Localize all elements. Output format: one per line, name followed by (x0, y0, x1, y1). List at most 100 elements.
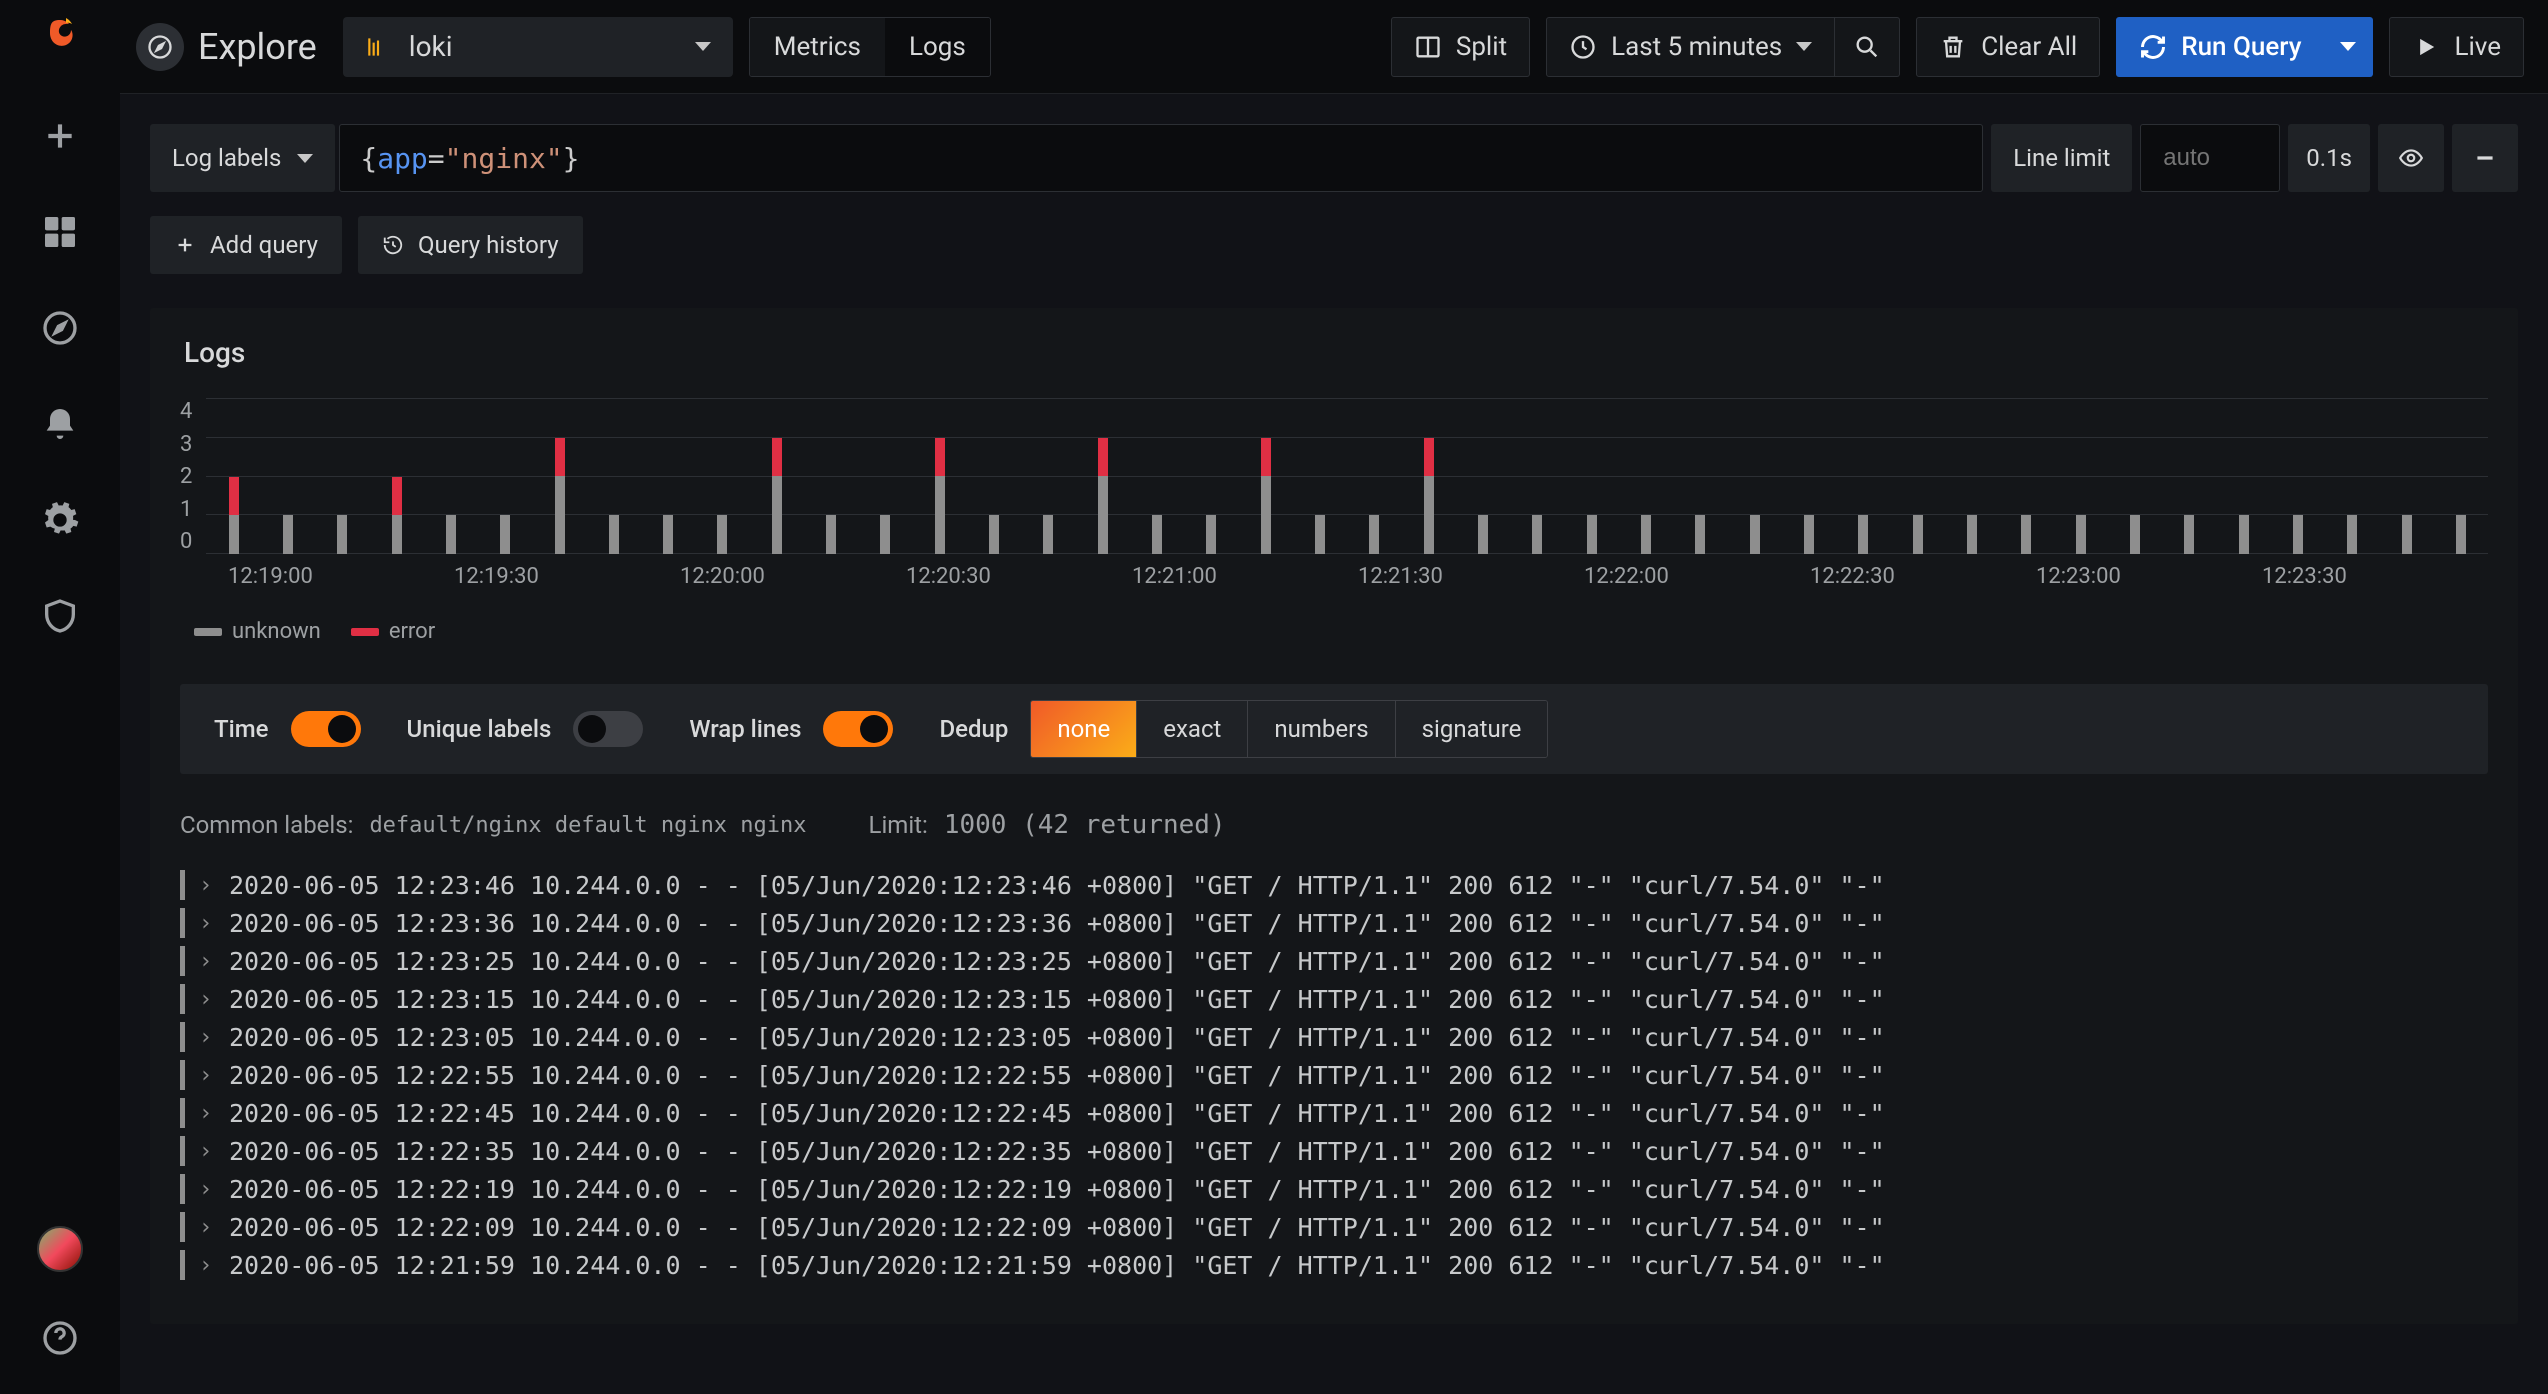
split-button[interactable]: Split (1391, 17, 1530, 77)
line-limit-input[interactable] (2140, 124, 2280, 192)
datasource-picker[interactable]: loki (343, 17, 733, 77)
bar[interactable] (1945, 399, 1999, 554)
log-row[interactable]: ›2020-06-05 12:22:09 10.244.0.0 - - [05/… (180, 1208, 2488, 1246)
log-row[interactable]: ›2020-06-05 12:22:55 10.244.0.0 - - [05/… (180, 1056, 2488, 1094)
help-icon[interactable] (34, 1312, 86, 1364)
bar[interactable] (1510, 399, 1564, 554)
admin-shield-icon[interactable] (34, 590, 86, 642)
bar[interactable] (1673, 399, 1727, 554)
bar[interactable] (804, 399, 858, 554)
expand-chevron-icon[interactable]: › (199, 1025, 215, 1050)
bar[interactable] (695, 399, 749, 554)
log-row[interactable]: ›2020-06-05 12:22:45 10.244.0.0 - - [05/… (180, 1094, 2488, 1132)
bar[interactable] (2108, 399, 2162, 554)
bar[interactable] (2162, 399, 2216, 554)
bar[interactable] (206, 399, 260, 554)
expand-chevron-icon[interactable]: › (199, 949, 215, 974)
bar[interactable] (369, 399, 423, 554)
log-row[interactable]: ›2020-06-05 12:23:36 10.244.0.0 - - [05/… (180, 904, 2488, 942)
chart-plot[interactable] (206, 399, 2488, 554)
bar[interactable] (532, 399, 586, 554)
explore-icon[interactable] (34, 302, 86, 354)
bar[interactable] (1891, 399, 1945, 554)
bar[interactable] (1402, 399, 1456, 554)
expand-chevron-icon[interactable]: › (199, 911, 215, 936)
log-row[interactable]: ›2020-06-05 12:22:35 10.244.0.0 - - [05/… (180, 1132, 2488, 1170)
bar[interactable] (424, 399, 478, 554)
user-avatar[interactable] (37, 1226, 83, 1272)
bar[interactable] (1782, 399, 1836, 554)
bar[interactable] (2217, 399, 2271, 554)
expand-chevron-icon[interactable]: › (199, 1253, 215, 1278)
bar[interactable] (1836, 399, 1890, 554)
run-query-button[interactable]: Run Query (2116, 17, 2324, 77)
expand-chevron-icon[interactable]: › (199, 873, 215, 898)
bar[interactable] (1728, 399, 1782, 554)
bar[interactable] (2434, 399, 2488, 554)
log-row[interactable]: ›2020-06-05 12:23:15 10.244.0.0 - - [05/… (180, 980, 2488, 1018)
tab-logs[interactable]: Logs (885, 18, 990, 76)
configuration-gear-icon[interactable] (34, 494, 86, 546)
bar[interactable] (1076, 399, 1130, 554)
bar[interactable] (2054, 399, 2108, 554)
bar[interactable] (1021, 399, 1075, 554)
bar[interactable] (261, 399, 315, 554)
toggle-visibility-button[interactable] (2378, 124, 2444, 192)
dashboards-icon[interactable] (34, 206, 86, 258)
bar[interactable] (1619, 399, 1673, 554)
bar[interactable] (967, 399, 1021, 554)
expand-chevron-icon[interactable]: › (199, 1063, 215, 1088)
clear-all-button[interactable]: Clear All (1916, 17, 2100, 77)
time-toggle[interactable] (291, 711, 361, 747)
dedup-signature-button[interactable]: signature (1396, 701, 1548, 757)
alerting-bell-icon[interactable] (34, 398, 86, 450)
bar[interactable] (1999, 399, 2053, 554)
bar[interactable] (1184, 399, 1238, 554)
bar[interactable] (2380, 399, 2434, 554)
add-query-button[interactable]: Add query (150, 216, 342, 274)
query-input[interactable]: {app="nginx"} (339, 124, 1983, 192)
bar[interactable] (1347, 399, 1401, 554)
run-query-dropdown[interactable] (2324, 17, 2373, 77)
time-range-picker[interactable]: Last 5 minutes (1546, 17, 1835, 77)
live-button[interactable]: Live (2389, 17, 2524, 77)
bar[interactable] (1239, 399, 1293, 554)
expand-chevron-icon[interactable]: › (199, 1139, 215, 1164)
zoom-out-button[interactable] (1835, 17, 1900, 77)
dedup-none-button[interactable]: none (1031, 701, 1137, 757)
plus-icon[interactable] (34, 110, 86, 162)
expand-chevron-icon[interactable]: › (199, 1215, 215, 1240)
log-row[interactable]: ›2020-06-05 12:22:19 10.244.0.0 - - [05/… (180, 1170, 2488, 1208)
dedup-numbers-button[interactable]: numbers (1248, 701, 1395, 757)
dedup-exact-button[interactable]: exact (1137, 701, 1248, 757)
log-row[interactable]: ›2020-06-05 12:23:25 10.244.0.0 - - [05/… (180, 942, 2488, 980)
log-row[interactable]: ›2020-06-05 12:23:46 10.244.0.0 - - [05/… (180, 866, 2488, 904)
legend-item[interactable]: error (351, 619, 435, 644)
log-labels-button[interactable]: Log labels (150, 124, 335, 192)
remove-query-button[interactable] (2452, 124, 2518, 192)
log-row[interactable]: ›2020-06-05 12:23:05 10.244.0.0 - - [05/… (180, 1018, 2488, 1056)
bar[interactable] (1130, 399, 1184, 554)
bar[interactable] (1565, 399, 1619, 554)
bar[interactable] (2325, 399, 2379, 554)
bar[interactable] (2271, 399, 2325, 554)
wrap-lines-toggle[interactable] (823, 711, 893, 747)
bar[interactable] (1456, 399, 1510, 554)
bar[interactable] (478, 399, 532, 554)
expand-chevron-icon[interactable]: › (199, 1101, 215, 1126)
legend-item[interactable]: unknown (194, 619, 321, 644)
bar[interactable] (641, 399, 695, 554)
tab-metrics[interactable]: Metrics (750, 18, 885, 76)
grafana-logo-icon[interactable] (34, 14, 86, 66)
expand-chevron-icon[interactable]: › (199, 1177, 215, 1202)
expand-chevron-icon[interactable]: › (199, 987, 215, 1012)
log-row[interactable]: ›2020-06-05 12:21:59 10.244.0.0 - - [05/… (180, 1246, 2488, 1284)
bar[interactable] (315, 399, 369, 554)
bar[interactable] (750, 399, 804, 554)
unique-labels-toggle[interactable] (573, 711, 643, 747)
bar[interactable] (913, 399, 967, 554)
query-history-button[interactable]: Query history (358, 216, 583, 274)
bar[interactable] (587, 399, 641, 554)
bar[interactable] (858, 399, 912, 554)
bar[interactable] (1293, 399, 1347, 554)
